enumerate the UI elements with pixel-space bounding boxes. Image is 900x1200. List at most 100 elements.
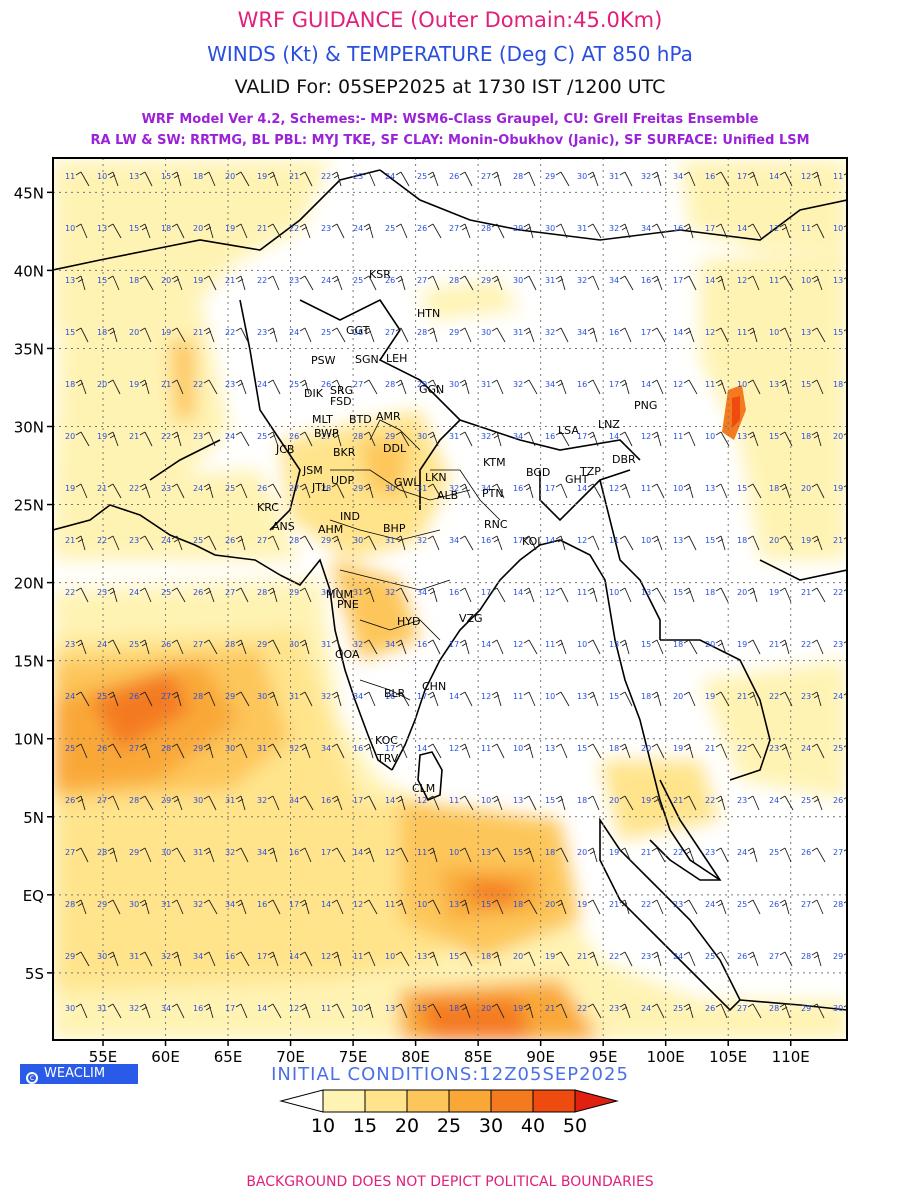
wind-barb: 25 [417,171,439,187]
wind-speed-label: 18 [65,380,75,389]
wind-speed-label: 21 [833,536,843,545]
lon-label: 110E [772,1048,810,1066]
wind-speed-label: 34 [609,276,619,285]
wind-speed-label: 31 [161,900,171,909]
wind-barb: 17 [705,223,728,239]
wind-barb: 32 [129,1003,151,1019]
wind-speed-label: 27 [353,380,363,389]
wind-speed-label: 27 [481,172,491,181]
lat-label: 35N [14,340,44,358]
wind-barb: 21 [257,223,282,239]
wind-speed-label: 28 [97,848,107,857]
wind-barb: 14 [449,691,473,707]
wind-speed-label: 20 [641,744,651,753]
wind-speed-label: 27 [257,536,267,545]
wind-speed-label: 17 [225,1004,235,1013]
wind-barb: 26 [321,379,344,395]
wind-speed-label: 18 [641,692,651,701]
wind-barb: 21 [129,431,153,447]
wind-speed-label: 23 [257,328,267,337]
wind-barbs: 11 10 13 15 18 20 19 21 22 23 24 25 26 27 28 29 30 31 32 34… [65,171,847,1019]
wind-barb: 18 [513,899,538,915]
wind-speed-label: 17 [257,952,267,961]
wind-speed-label: 34 [641,224,651,233]
wind-barb: 25 [193,535,217,551]
wind-speed-label: 17 [577,432,587,441]
wind-speed-label: 20 [769,536,779,545]
station-label-ght: GHT [565,473,589,486]
wind-barb: 12 [737,275,760,291]
wind-speed-label: 28 [385,380,395,389]
wind-speed-label: 14 [385,796,395,805]
station-label-ggn: GGN [419,383,444,396]
wind-barb: 24 [257,379,281,395]
wind-speed-label: 19 [609,848,619,857]
coastlines [53,169,847,1012]
wind-barb: 24 [65,691,90,707]
wind-barb: 13 [577,691,599,707]
wind-barb: 29 [97,899,121,915]
wind-barb: 19 [193,275,217,291]
wind-barb: 30 [225,743,248,759]
wind-speed-label: 26 [97,744,107,753]
station-label-dbr: DBR [612,453,636,466]
wind-speed-label: 31 [449,432,459,441]
map-subtitle: WINDS (Kt) & TEMPERATURE (Deg C) AT 850 … [207,42,693,66]
wind-speed-label: 29 [289,588,299,597]
wind-barb: 11 [385,899,407,915]
wind-barb: 25 [321,327,346,343]
wind-barb: 30 [193,795,217,811]
wind-speed-label: 28 [129,796,139,805]
wind-barb: 18 [193,171,216,187]
wind-speed-label: 12 [481,692,491,701]
wind-barb: 13 [513,795,537,811]
footer-disclaimer: BACKGROUND DOES NOT DEPICT POLITICAL BOU… [246,1174,654,1190]
map-frame [52,157,848,1041]
wind-barb: 20 [193,223,214,239]
wind-speed-label: 20 [577,848,587,857]
wind-barb: 25 [65,743,88,759]
wind-speed-label: 11 [513,692,523,701]
wind-barb: 12 [641,431,662,447]
wind-speed-label: 21 [769,640,779,649]
wind-speed-label: 11 [577,588,587,597]
station-label-alb: ALB [437,489,458,502]
wind-speed-label: 20 [609,796,619,805]
wind-barb: 32 [641,171,662,187]
wind-barb: 26 [769,899,790,915]
wind-barb: 27 [193,639,218,655]
wind-barb: 11 [577,587,598,603]
wind-barb: 12 [513,639,538,655]
wind-speed-label: 14 [417,744,427,753]
wind-speed-label: 13 [417,952,427,961]
wind-barb: 11 [737,327,758,343]
wind-barb: 12 [609,483,631,499]
wind-barb: 23 [769,743,791,759]
wind-barb: 16 [289,847,312,863]
wind-barb: 17 [449,639,470,655]
wind-barb: 20 [225,171,250,187]
wind-barb: 13 [801,327,826,343]
wind-barb: 12 [353,899,378,915]
wind-speed-label: 26 [449,172,459,181]
wind-barb: 32 [513,379,538,395]
station-label-ksr: KSR [369,268,391,281]
wind-speed-label: 18 [545,848,555,857]
wind-barb: 11 [705,379,727,395]
wind-barb: 15 [513,847,535,863]
wind-speed-label: 26 [257,484,267,493]
wind-speed-label: 28 [161,744,171,753]
wind-barb: 19 [65,483,88,499]
wind-speed-label: 24 [97,640,107,649]
wind-barb: 31 [545,275,566,291]
wind-barb: 13 [449,899,470,915]
wind-speed-label: 19 [97,432,107,441]
wind-speed-label: 19 [545,952,555,961]
wind-speed-label: 28 [225,640,235,649]
wind-speed-label: 13 [801,328,811,337]
wind-speed-label: 30 [129,900,139,909]
wind-barb: 18 [673,639,698,655]
model-info-line-1: WRF Model Ver 4.2, Schemes:- MP: WSM6-Cl… [141,112,759,127]
wind-barb: 11 [641,483,665,499]
wind-speed-label: 25 [129,640,139,649]
